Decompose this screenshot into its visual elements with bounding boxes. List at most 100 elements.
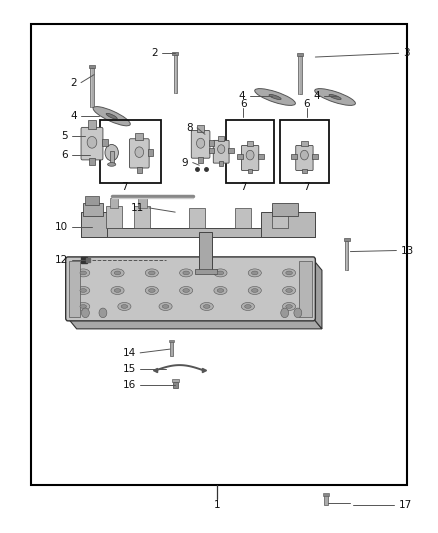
Bar	[209, 148, 214, 152]
FancyBboxPatch shape	[130, 139, 149, 168]
Bar	[83, 203, 103, 216]
Bar	[197, 125, 204, 132]
Ellipse shape	[248, 269, 261, 277]
Text: 9: 9	[182, 158, 188, 167]
Ellipse shape	[183, 271, 189, 275]
Text: 11: 11	[131, 203, 145, 213]
Bar	[189, 208, 205, 228]
Text: 2: 2	[70, 78, 77, 87]
Bar	[88, 120, 96, 129]
Bar	[81, 212, 107, 237]
Bar	[172, 379, 179, 382]
Bar	[301, 141, 307, 147]
Polygon shape	[68, 318, 322, 329]
Text: 5: 5	[61, 131, 68, 141]
Ellipse shape	[283, 286, 296, 294]
Ellipse shape	[145, 269, 159, 277]
Text: 6: 6	[303, 99, 310, 109]
Bar	[344, 238, 350, 241]
Bar	[173, 55, 177, 93]
Bar	[226, 120, 274, 183]
Circle shape	[105, 144, 118, 161]
Ellipse shape	[283, 302, 296, 310]
Ellipse shape	[80, 289, 86, 292]
Ellipse shape	[283, 269, 296, 277]
Ellipse shape	[148, 271, 155, 275]
Text: 7: 7	[303, 182, 310, 191]
Ellipse shape	[269, 94, 281, 100]
Bar	[299, 261, 312, 317]
Bar	[134, 206, 150, 228]
Bar	[170, 341, 173, 356]
Bar	[219, 161, 223, 166]
Bar	[31, 24, 407, 485]
Text: 1: 1	[213, 500, 220, 510]
Ellipse shape	[214, 269, 227, 277]
Bar	[237, 154, 243, 159]
Text: 14: 14	[123, 348, 136, 358]
Bar	[198, 157, 203, 163]
Bar	[272, 203, 298, 216]
Text: 10: 10	[55, 222, 68, 232]
Bar	[110, 198, 118, 208]
Ellipse shape	[217, 271, 224, 275]
Text: 6: 6	[61, 150, 68, 159]
Ellipse shape	[162, 304, 169, 308]
Ellipse shape	[148, 289, 155, 292]
Bar	[195, 269, 217, 274]
Text: 12: 12	[55, 255, 68, 264]
Circle shape	[81, 308, 89, 318]
Bar	[324, 495, 328, 505]
Text: 7: 7	[121, 182, 128, 191]
Ellipse shape	[241, 302, 254, 310]
FancyBboxPatch shape	[296, 146, 313, 171]
Ellipse shape	[77, 286, 90, 294]
Ellipse shape	[159, 302, 172, 310]
Bar	[261, 212, 315, 237]
Ellipse shape	[80, 271, 86, 275]
Ellipse shape	[77, 269, 90, 277]
Bar	[312, 154, 318, 159]
Ellipse shape	[214, 286, 227, 294]
Ellipse shape	[108, 163, 116, 166]
Text: 4: 4	[239, 91, 245, 101]
Ellipse shape	[145, 286, 159, 294]
Ellipse shape	[251, 289, 258, 292]
Ellipse shape	[329, 94, 341, 100]
Bar	[102, 139, 108, 146]
Text: 15: 15	[123, 364, 136, 374]
Bar	[228, 148, 234, 152]
Bar	[199, 232, 212, 272]
Bar	[100, 120, 161, 183]
Bar	[137, 166, 141, 173]
Ellipse shape	[248, 286, 261, 294]
Bar	[110, 151, 113, 164]
Bar	[90, 68, 93, 107]
Bar	[172, 52, 178, 55]
Bar	[291, 154, 297, 159]
Ellipse shape	[244, 304, 251, 308]
Ellipse shape	[118, 302, 131, 310]
Ellipse shape	[121, 304, 128, 308]
Ellipse shape	[93, 107, 130, 126]
Circle shape	[135, 147, 144, 157]
Text: 16: 16	[123, 380, 136, 390]
Bar	[235, 208, 251, 228]
Bar	[346, 241, 349, 270]
Ellipse shape	[286, 271, 293, 275]
Ellipse shape	[106, 114, 117, 119]
Ellipse shape	[251, 271, 258, 275]
Circle shape	[281, 308, 289, 318]
Ellipse shape	[180, 269, 193, 277]
FancyBboxPatch shape	[191, 131, 210, 158]
Circle shape	[246, 150, 254, 160]
Circle shape	[294, 308, 302, 318]
Ellipse shape	[111, 286, 124, 294]
Bar	[247, 141, 253, 147]
Text: 3: 3	[403, 49, 410, 58]
Ellipse shape	[286, 304, 293, 308]
Text: 7: 7	[240, 182, 247, 191]
Bar	[169, 340, 174, 342]
Bar	[138, 198, 147, 208]
FancyBboxPatch shape	[213, 140, 229, 163]
